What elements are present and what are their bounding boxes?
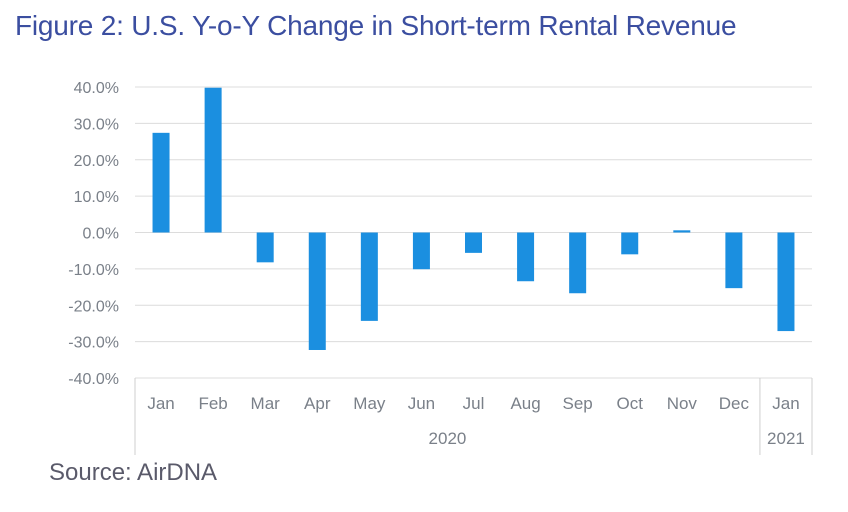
x-tick-label: May: [353, 394, 386, 413]
bar: [673, 230, 691, 233]
bar: [412, 232, 430, 270]
bar: [360, 232, 378, 321]
x-axis-tick-labels: Jan Feb Mar Apr May Jun Jul Aug Sep Oct Nov Dec Jan: [147, 394, 799, 413]
source-note: Source: AirDNA: [49, 459, 218, 486]
y-tick-label: -10.0%: [68, 262, 119, 279]
y-tick-label: -30.0%: [68, 335, 119, 352]
x-tick-label: Aug: [510, 394, 540, 413]
x-tick-label: Jun: [408, 394, 435, 413]
x-tick-label: Jan: [147, 394, 174, 413]
x-tick-label: Oct: [617, 394, 644, 413]
x-tick-label: Mar: [251, 394, 281, 413]
y-tick-label: 20.0%: [74, 153, 119, 170]
bar: [152, 132, 170, 233]
x-tick-label: Feb: [198, 394, 227, 413]
x-tick-label: Dec: [719, 394, 750, 413]
x-tick-label: Jan: [772, 394, 799, 413]
bar: [517, 232, 535, 282]
bar: [204, 87, 222, 233]
x-tick-label: Sep: [563, 394, 593, 413]
bar: [725, 232, 743, 289]
y-axis-tick-labels: -40.0% -30.0% -20.0% -10.0% 0.0% 10.0% 20.0% 30…: [68, 80, 119, 388]
x-group-label: 2020: [429, 429, 467, 448]
x-tick-label: Jul: [463, 394, 485, 413]
y-tick-label: 40.0%: [74, 80, 119, 97]
x-tick-label: Apr: [304, 394, 331, 413]
bars: [152, 87, 795, 350]
y-tick-label: 10.0%: [74, 189, 119, 206]
gridlines: [135, 86, 812, 379]
bar: [308, 232, 326, 350]
bar: [621, 232, 639, 255]
bar: [569, 232, 587, 294]
category-axis: [134, 378, 813, 455]
bar: [256, 232, 274, 263]
x-tick-label: Nov: [667, 394, 698, 413]
x-group-label: 2021: [767, 429, 805, 448]
y-tick-label: -40.0%: [68, 371, 119, 388]
bar: [777, 232, 795, 332]
y-tick-label: -20.0%: [68, 298, 119, 315]
bar: [465, 232, 482, 253]
y-tick-label: 0.0%: [83, 226, 119, 243]
y-tick-label: 30.0%: [74, 116, 119, 133]
x-axis-group-labels: 2020 2021: [429, 429, 805, 448]
chart-title: Figure 2: U.S. Y-o-Y Change in Short-ter…: [15, 10, 737, 41]
